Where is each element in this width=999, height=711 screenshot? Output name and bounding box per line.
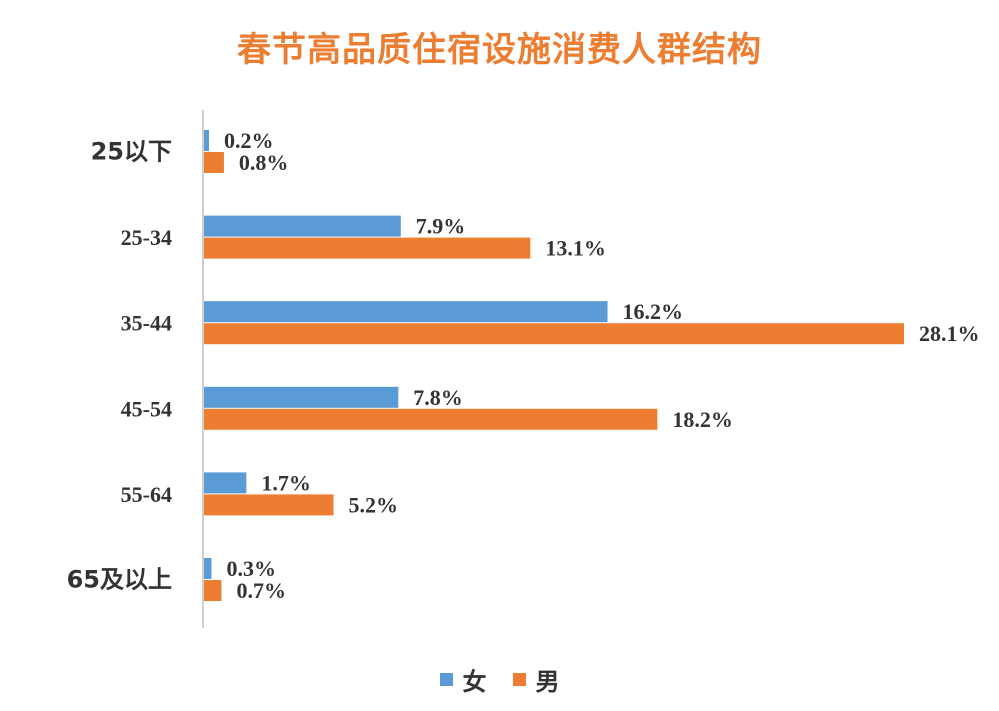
bar-male <box>204 580 222 601</box>
value-label-female: 0.3% <box>226 556 276 581</box>
bar-male <box>204 323 904 345</box>
legend-swatch-female <box>439 673 453 686</box>
value-label-female: 16.2% <box>623 299 684 324</box>
value-label-male: 18.2% <box>672 407 733 432</box>
value-label-female: 0.2% <box>224 128 274 153</box>
value-label-male: 0.7% <box>236 578 286 603</box>
value-label-female: 7.9% <box>416 214 466 239</box>
legend-label-female: 女 <box>462 668 487 696</box>
bar-female <box>204 386 399 408</box>
category-label: 45-54 <box>121 396 172 421</box>
value-label-male: 5.2% <box>349 492 399 517</box>
value-label-female: 1.7% <box>261 470 311 495</box>
bar-male <box>204 152 224 173</box>
category-label: 65及以上 <box>67 566 172 594</box>
legend-swatch-male <box>512 673 526 686</box>
value-label-male: 0.8% <box>239 150 289 175</box>
legend-item-male: 男 <box>512 662 560 697</box>
category-label: 35-44 <box>121 311 172 336</box>
legend-label-male: 男 <box>535 668 560 696</box>
value-label-female: 7.8% <box>413 385 463 410</box>
chart-title: 春节高品质住宿设施消费人群结构 <box>237 30 762 70</box>
bars-layer: 25以下 0.2%0.8% 25-34 7.9% 13.1% 35-44 16.2% 28.1… <box>67 128 980 603</box>
legend-item-female: 女 <box>439 662 487 697</box>
bar-male <box>204 408 658 430</box>
category-label: 25以下 <box>91 138 172 166</box>
category-label: 55-64 <box>121 482 172 507</box>
bar-male <box>204 237 531 259</box>
bar-female <box>204 301 608 323</box>
category-label: 25-34 <box>121 225 172 250</box>
legend: 女 男 <box>0 662 999 697</box>
bar-female <box>204 472 247 494</box>
value-label-male: 28.1% <box>919 321 980 346</box>
value-label-male: 13.1% <box>545 236 606 261</box>
bar-male <box>204 494 334 516</box>
bar-female <box>204 558 212 579</box>
bar-female <box>204 215 401 237</box>
bar-female <box>204 130 209 151</box>
